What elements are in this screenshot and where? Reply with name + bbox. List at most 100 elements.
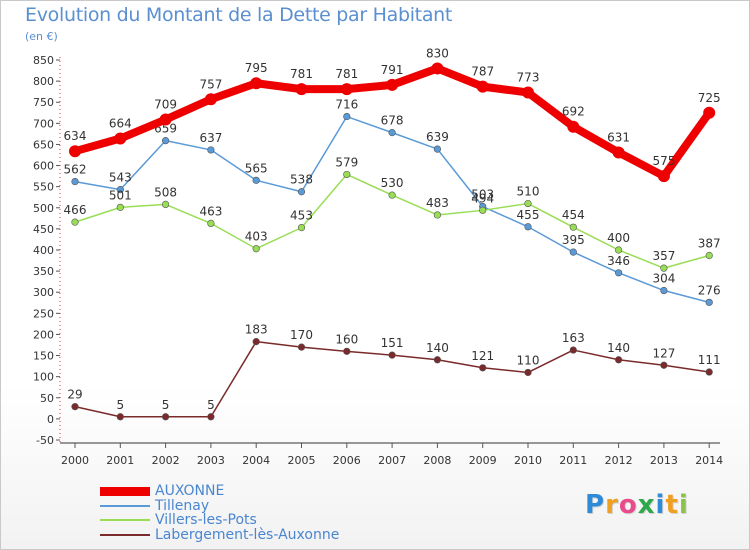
data-point-auxonne	[295, 83, 308, 96]
data-point-labergement-l-s-auxonne	[660, 361, 668, 369]
data-point-labergement-l-s-auxonne	[343, 347, 351, 355]
data-label-auxonne: 773	[517, 71, 540, 85]
data-point-auxonne	[657, 170, 670, 183]
data-point-labergement-l-s-auxonne	[71, 403, 79, 411]
data-label-labergement-l-s-auxonne: 111	[698, 353, 721, 367]
data-label-tillenay: 395	[562, 233, 585, 247]
data-point-labergement-l-s-auxonne	[162, 413, 170, 421]
data-label-labergement-l-s-auxonne: 110	[517, 353, 540, 367]
data-point-auxonne	[159, 113, 172, 126]
y-tick-label: 700	[33, 117, 54, 130]
data-label-auxonne: 634	[64, 129, 87, 143]
data-label-villers-les-pots: 400	[607, 231, 630, 245]
data-label-villers-les-pots: 387	[698, 236, 721, 250]
data-point-labergement-l-s-auxonne	[524, 368, 532, 377]
data-point-tillenay	[162, 137, 170, 145]
unit-label: (en €)	[25, 30, 58, 43]
y-tick-label: 350	[33, 265, 54, 278]
data-label-labergement-l-s-auxonne: 5	[207, 398, 215, 412]
data-point-villers-les-pots	[660, 264, 668, 272]
data-point-tillenay	[252, 176, 260, 184]
data-point-villers-les-pots	[116, 203, 124, 211]
proxiti-logo: Proxiti	[585, 490, 689, 520]
x-tick-label: 2011	[559, 454, 587, 467]
data-label-villers-les-pots: 463	[199, 204, 222, 218]
x-tick-label: 2007	[378, 454, 406, 467]
data-label-villers-les-pots: 357	[652, 249, 675, 263]
y-tick-label: -50	[36, 434, 54, 447]
data-label-tillenay: 346	[607, 254, 630, 268]
y-tick-label: 850	[33, 54, 54, 67]
y-tick-label: 400	[33, 244, 54, 257]
logo-letter: P	[585, 490, 606, 520]
data-label-villers-les-pots: 508	[154, 185, 177, 199]
data-point-tillenay	[569, 248, 577, 256]
data-label-tillenay: 565	[245, 161, 268, 175]
y-tick-label: 0	[47, 413, 54, 426]
data-point-tillenay	[116, 186, 124, 194]
x-tick-label: 2009	[469, 454, 497, 467]
data-point-villers-les-pots	[252, 245, 260, 253]
data-label-tillenay: 637	[199, 131, 222, 145]
x-tick-label: 2006	[333, 454, 361, 467]
data-label-tillenay: 562	[64, 163, 87, 177]
data-point-tillenay	[660, 286, 668, 295]
data-point-tillenay	[207, 146, 215, 154]
data-label-villers-les-pots: 530	[381, 176, 404, 190]
data-point-tillenay	[433, 145, 442, 153]
data-label-tillenay: 543	[109, 171, 132, 185]
data-label-labergement-l-s-auxonne: 5	[116, 398, 124, 412]
data-point-villers-les-pots	[207, 219, 215, 227]
data-label-labergement-l-s-auxonne: 183	[245, 323, 268, 337]
data-label-auxonne: 787	[471, 65, 494, 79]
logo-letter: x	[637, 490, 656, 520]
data-point-labergement-l-s-auxonne	[388, 351, 396, 359]
x-tick-label: 2012	[605, 454, 633, 467]
data-label-tillenay: 639	[426, 130, 449, 144]
data-point-tillenay	[705, 298, 713, 306]
logo-letter: i	[678, 490, 689, 520]
data-point-tillenay	[388, 129, 396, 137]
data-label-tillenay: 716	[335, 98, 358, 112]
y-tick-label: 500	[33, 202, 54, 215]
data-point-villers-les-pots	[162, 200, 170, 208]
data-label-labergement-l-s-auxonne: 127	[652, 346, 675, 360]
data-point-villers-les-pots	[71, 218, 79, 226]
data-label-villers-les-pots: 453	[290, 209, 313, 223]
data-label-labergement-l-s-auxonne: 5	[162, 398, 170, 412]
data-label-labergement-l-s-auxonne: 163	[562, 331, 585, 345]
data-point-labergement-l-s-auxonne	[116, 413, 124, 421]
data-point-labergement-l-s-auxonne	[705, 368, 713, 376]
legend-label: AUXONNE	[155, 483, 225, 499]
logo-letter: t	[665, 490, 679, 520]
data-point-tillenay	[343, 112, 351, 121]
data-point-auxonne	[522, 86, 534, 99]
data-point-auxonne	[567, 120, 580, 133]
data-point-auxonne	[476, 80, 489, 93]
data-point-auxonne	[250, 77, 263, 90]
x-tick-label: 2001	[106, 454, 134, 467]
data-point-labergement-l-s-auxonne	[207, 413, 215, 421]
legend-label: Tillenay	[155, 497, 210, 514]
data-label-villers-les-pots: 466	[64, 203, 87, 217]
data-label-auxonne: 757	[199, 77, 222, 91]
data-label-labergement-l-s-auxonne: 170	[290, 328, 313, 342]
data-point-auxonne	[340, 83, 353, 96]
legend-swatch	[100, 504, 150, 507]
logo-letter: i	[655, 490, 666, 520]
data-label-tillenay: 538	[290, 173, 313, 187]
x-tick-label: 2003	[197, 454, 225, 467]
data-label-villers-les-pots: 494	[471, 191, 494, 205]
data-label-auxonne: 692	[562, 105, 585, 119]
data-label-auxonne: 664	[109, 117, 132, 131]
data-label-auxonne: 575	[652, 154, 675, 168]
data-point-labergement-l-s-auxonne	[479, 364, 487, 372]
data-label-auxonne: 795	[245, 61, 268, 75]
y-tick-label: 600	[33, 160, 54, 173]
data-label-tillenay: 678	[381, 114, 404, 128]
data-point-auxonne	[431, 62, 444, 75]
data-point-labergement-l-s-auxonne	[433, 356, 442, 364]
data-point-labergement-l-s-auxonne	[297, 343, 306, 351]
legend-swatch	[100, 519, 150, 521]
